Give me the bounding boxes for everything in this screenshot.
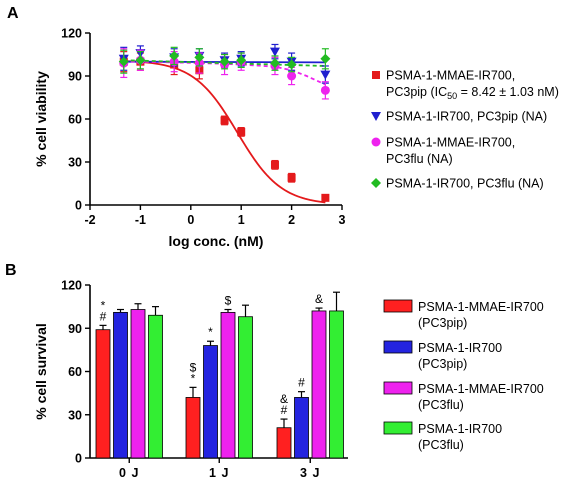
panel-b-legend-label: PSMA-1-MMAE-IR700 <box>418 382 544 396</box>
panel-b-significance-mark: # <box>281 403 288 417</box>
panel-a-x-axis-label: log conc. (nM) <box>169 233 264 249</box>
panel-a-legend-marker <box>371 178 381 188</box>
panel-b-legend-label: PSMA-1-IR700 <box>418 422 502 436</box>
panel-b-category-label: 1 J <box>209 466 229 480</box>
panel-a-x-tick-label: 3 <box>339 213 346 227</box>
panel-a-label: A <box>7 5 19 22</box>
panel-a-data-point <box>287 173 296 182</box>
panel-a-data-point <box>321 193 330 202</box>
panel-a-fit-curve-0 <box>123 60 326 204</box>
panel-a-legend-marker <box>371 112 381 121</box>
panel-a-fit-curve-2 <box>123 60 326 86</box>
panel-a-data-point <box>220 116 229 125</box>
panel-b-y-tick-label: 0 <box>75 452 82 466</box>
panel-a-legend-label: PSMA-1-MMAE-IR700, <box>386 69 515 83</box>
panel-b-y-tick-label: 30 <box>68 408 82 422</box>
panel-a-y-axis-label: % cell viability <box>33 71 49 167</box>
panel-a-legend-label: PSMA-1-MMAE-IR700, <box>386 136 515 150</box>
panel-b-legend-swatch <box>383 299 413 313</box>
panel-b-bar <box>113 311 128 459</box>
panel-b-y-tick-label: 120 <box>61 279 82 293</box>
panel-a-y-tick-label: 90 <box>68 70 82 84</box>
panel-a-data-point <box>118 56 129 67</box>
panel-b-bar <box>329 310 344 459</box>
panel-b-significance-mark: * <box>191 371 196 385</box>
panel-b-bar <box>148 314 163 459</box>
panel-a-data-point <box>270 160 279 169</box>
panel-b-significance-mark: # <box>298 376 305 390</box>
panel-a-legend-marker <box>372 71 380 79</box>
panel-b-legend-swatch <box>383 381 413 395</box>
panel-b-significance-mark: $ <box>190 360 197 374</box>
panel-a-x-tick-label: -2 <box>84 213 95 227</box>
panel-a-data-point <box>237 127 246 136</box>
panel-b-significance-mark: # <box>100 309 107 323</box>
panel-b-y-tick-label: 90 <box>68 322 82 336</box>
panel-b-bar <box>185 397 201 459</box>
panel-a-data-point <box>194 52 205 63</box>
panel-b-legend-swatch <box>383 340 413 354</box>
panel-a-legend-label: PSMA-1-IR700, PC3flu (NA) <box>386 177 544 191</box>
panel-b-legend-label: (PC3flu) <box>418 438 464 452</box>
panel-b-bar <box>130 309 146 459</box>
panel-a-x-tick-label: 1 <box>238 213 245 227</box>
panel-a-legend-label-part: PC3pip (IC <box>386 85 447 99</box>
panel-b-bar <box>238 316 253 459</box>
panel-b-legend-label: (PC3flu) <box>418 398 464 412</box>
panel-b-legend-label: PSMA-1-MMAE-IR700 <box>418 300 544 314</box>
panel-a-data-point <box>169 50 180 61</box>
panel-a-legend-label-part: = 8.42 ± 1.03 nM) <box>457 85 559 99</box>
panel-b-bar <box>276 427 292 459</box>
panel-b-bar <box>220 311 236 459</box>
panel-b-legend-label: (PC3pip) <box>418 357 467 371</box>
panel-b-bar <box>95 329 111 459</box>
panel-a-x-tick-label: -1 <box>135 213 146 227</box>
panel-a-legend-marker <box>371 137 381 147</box>
panel-a-data-point <box>236 55 247 66</box>
panel-b-significance-mark: & <box>315 292 323 306</box>
panel-b-y-axis-label: % cell survival <box>33 323 49 420</box>
panel-a-x-tick-label: 0 <box>187 213 194 227</box>
panel-a-y-tick-label: 60 <box>68 113 82 127</box>
panel-b-significance-mark: & <box>280 392 288 406</box>
panel-b-bar <box>311 310 327 459</box>
panel-b-legend-swatch <box>383 421 413 435</box>
panel-a-legend-label: PC3pip (IC50 = 8.42 ± 1.03 nM) <box>386 85 559 101</box>
panel-b-legend-label: PSMA-1-IR700 <box>418 341 502 355</box>
panel-a-x-tick-label: 2 <box>288 213 295 227</box>
panel-a-legend-label: PSMA-1-IR700, PC3pip (NA) <box>386 110 547 124</box>
panel-a-data-point <box>269 47 280 57</box>
panel-a-y-tick-label: 0 <box>75 199 82 213</box>
panel-b-significance-mark: * <box>101 298 106 312</box>
panel-a-data-point <box>286 59 297 70</box>
panel-a-data-point <box>287 71 297 81</box>
panel-b-category-label: 3 J <box>300 466 320 480</box>
panel-a-legend-label: PC3flu (NA) <box>386 152 453 166</box>
panel-b-bar <box>203 345 218 459</box>
panel-a-data-point <box>219 56 230 67</box>
panel-b-legend-label: (PC3pip) <box>418 316 467 330</box>
panel-b-significance-mark: $ <box>225 294 232 308</box>
panel-a-y-tick-label: 120 <box>61 27 82 41</box>
panel-a-data-point <box>320 53 331 64</box>
panel-a-y-tick-label: 30 <box>68 156 82 170</box>
panel-b-y-tick-label: 60 <box>68 365 82 379</box>
panel-b-label: B <box>5 262 17 279</box>
panel-a-legend-subscript: 50 <box>447 91 457 101</box>
panel-b-category-label: 0 J <box>119 466 139 480</box>
panel-a-data-point <box>269 58 280 69</box>
panel-a-data-point <box>320 70 331 80</box>
panel-a-data-point <box>320 85 330 95</box>
panel-b-bar <box>294 397 309 459</box>
panel-a-data-point <box>135 55 146 66</box>
panel-b-significance-mark: * <box>208 325 213 339</box>
